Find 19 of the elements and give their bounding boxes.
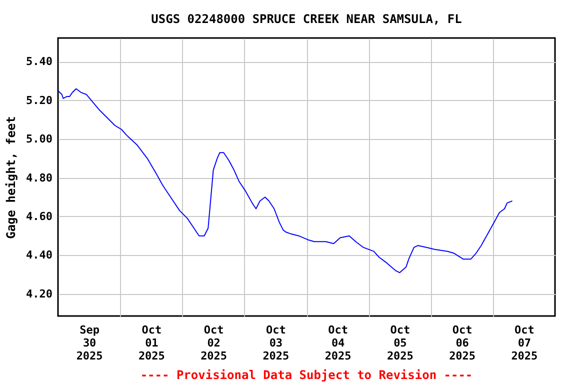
- x-tick-label: Oct 01 2025: [138, 324, 165, 362]
- y-tick-label: 5.40: [26, 55, 52, 68]
- y-tick-label: 5.20: [26, 94, 52, 107]
- x-tick-label: Oct 02 2025: [200, 324, 228, 362]
- x-tick-label: Oct 04 2025: [324, 324, 352, 362]
- y-tick-label: 4.40: [26, 248, 52, 262]
- y-tick-label: 5.00: [26, 132, 52, 146]
- x-tick-label: Oct 05 2025: [386, 324, 414, 362]
- chart-title: USGS 02248000 SPRUCE CREEK NEAR SAMSULA, FL: [151, 12, 462, 26]
- line-series: [58, 88, 513, 274]
- y-tick-label: 4.60: [26, 210, 52, 223]
- y-axis-title: Gage height, feet: [4, 116, 18, 239]
- y-tick-label: 4.80: [26, 171, 52, 184]
- text: ---- Provisional Data Subject to Revision ----: [140, 368, 473, 382]
- x-tick-label: Oct 07 2025: [511, 324, 538, 362]
- x-tick-label: Sep 30 2025: [76, 324, 103, 362]
- y-tick-label: 4.20: [26, 287, 52, 300]
- x-tick-label: Oct 03 2025: [262, 324, 290, 362]
- x-tick-label: Oct 06 2025: [449, 324, 476, 362]
